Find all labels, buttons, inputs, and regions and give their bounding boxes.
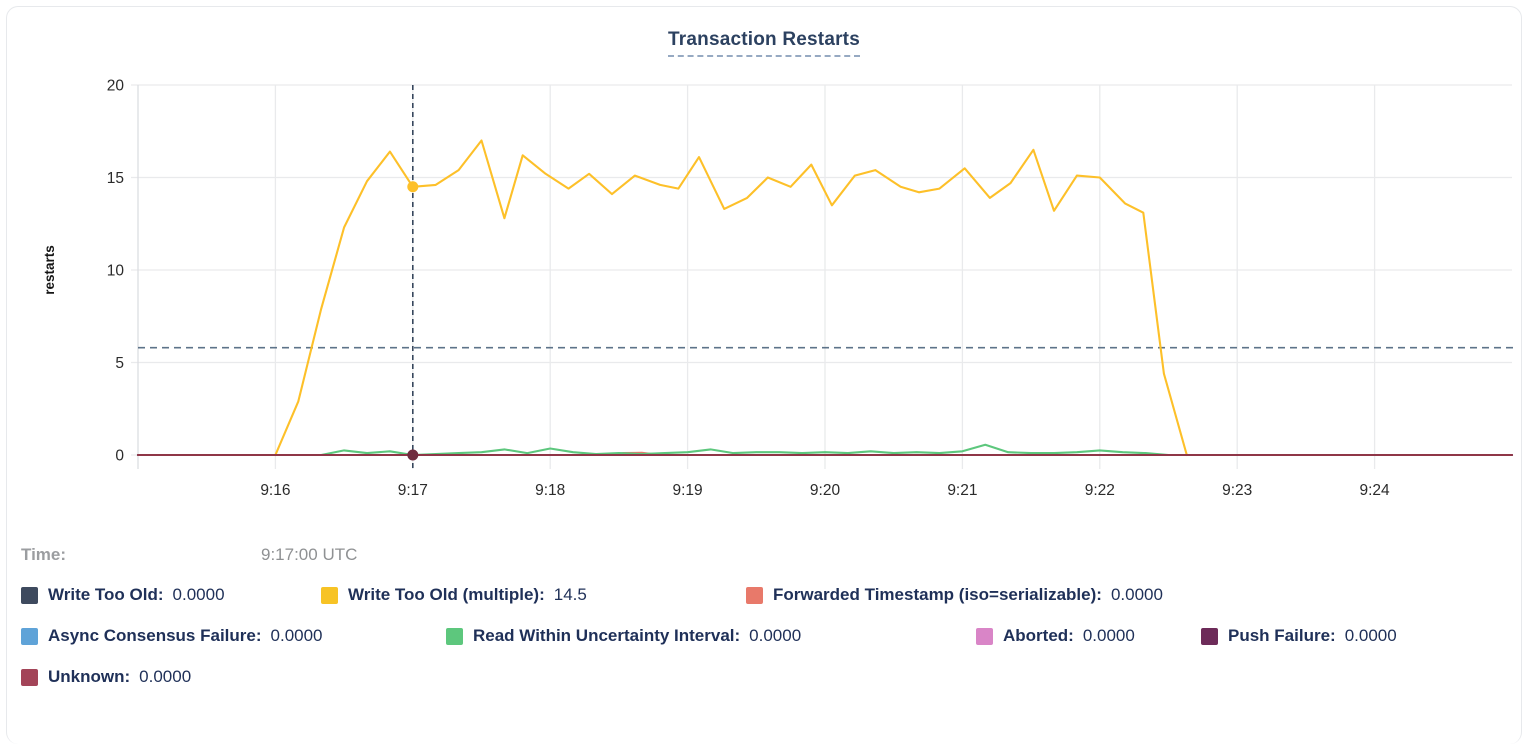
- legend-series-value: 0.0000: [1110, 585, 1163, 604]
- legend-row: Async Consensus Failure: 0.0000 Read Withi…: [21, 626, 1521, 646]
- legend-series-label: Forwarded Timestamp (iso=serializable):: [773, 585, 1102, 604]
- legend-series-value: 0.0000: [749, 626, 802, 645]
- legend-item: Write Too Old (multiple): 14.5: [321, 585, 746, 605]
- tooltip-time-row: Time: 9:17:00 UTC: [21, 545, 1521, 565]
- hover-tooltip-legend: Time: 9:17:00 UTC Write Too Old: 0.0000 Wr…: [7, 545, 1521, 687]
- legend-row: Unknown: 0.0000: [21, 667, 1521, 687]
- time-label: Time:: [21, 545, 67, 564]
- y-tick-label: 20: [107, 78, 125, 95]
- x-tick-label: 9:21: [947, 482, 977, 499]
- x-tick-label: 9:17: [398, 482, 428, 499]
- legend-item: Unknown: 0.0000: [21, 667, 191, 687]
- legend-row: Write Too Old: 0.0000 Write Too Old (multi…: [21, 585, 1521, 605]
- series-line: [136, 443, 1514, 457]
- series-legend: Write Too Old: 0.0000 Write Too Old (multi…: [21, 585, 1521, 687]
- x-tick-label: 9:22: [1085, 482, 1115, 499]
- x-tick-label: 9:18: [535, 482, 565, 499]
- legend-series-label: Write Too Old (multiple):: [348, 585, 545, 604]
- y-tick-label: 15: [107, 170, 124, 187]
- hover-point: [407, 181, 419, 193]
- legend-color-swatch: [1201, 627, 1218, 645]
- legend-series-value: 0.0000: [172, 585, 225, 604]
- transaction-restarts-chart[interactable]: 9:16 9:17 9:18 9:19 9:20 9:21 9:22 9:23 9:24 0 5 10…: [7, 67, 1522, 513]
- legend-item: Read Within Uncertainty Interval: 0.0000: [446, 626, 976, 646]
- legend-color-swatch: [321, 586, 338, 604]
- legend-series-value: 14.5: [553, 585, 587, 604]
- legend-item: Async Consensus Failure: 0.0000: [21, 626, 446, 646]
- y-axis-title: restarts: [42, 245, 57, 295]
- chart-area: 9:16 9:17 9:18 9:19 9:20 9:21 9:22 9:23 9:24 0 5 10…: [7, 67, 1522, 517]
- legend-series-label: Unknown:: [48, 667, 131, 686]
- x-tick-label: 9:16: [260, 482, 290, 499]
- legend-series-label: Aborted:: [1003, 626, 1074, 645]
- x-tick-label: 9:23: [1222, 482, 1252, 499]
- chart-header: Transaction Restarts: [7, 29, 1521, 63]
- legend-series-value: 0.0000: [1082, 626, 1135, 645]
- legend-color-swatch: [746, 586, 763, 604]
- legend-series-label: Read Within Uncertainty Interval:: [473, 626, 741, 645]
- time-value: 9:17:00 UTC: [261, 545, 358, 564]
- legend-series-label: Push Failure:: [1228, 626, 1336, 645]
- legend-item: Write Too Old: 0.0000: [21, 585, 321, 605]
- series-line: [274, 139, 1188, 457]
- legend-item: Forwarded Timestamp (iso=serializable): 0…: [746, 585, 1163, 605]
- hover-point: [407, 449, 419, 461]
- legend-series-value: 0.0000: [270, 626, 323, 645]
- y-tick-label: 10: [107, 263, 125, 280]
- legend-item: Aborted: 0.0000: [976, 626, 1201, 646]
- x-tick-label: 9:19: [673, 482, 703, 499]
- x-tick-label: 9:20: [810, 482, 841, 499]
- legend-series-value: 0.0000: [139, 667, 192, 686]
- legend-series-label: Write Too Old:: [48, 585, 164, 604]
- metrics-card: Transaction Restarts 9:16 9:17 9:18 9:19 9:2…: [6, 6, 1522, 744]
- legend-color-swatch: [21, 586, 38, 604]
- legend-color-swatch: [446, 627, 463, 645]
- y-tick-label: 0: [115, 448, 124, 465]
- chart-title[interactable]: Transaction Restarts: [668, 29, 860, 57]
- legend-color-swatch: [976, 627, 993, 645]
- y-tick-label: 5: [115, 355, 124, 372]
- legend-color-swatch: [21, 627, 38, 645]
- legend-item: Push Failure: 0.0000: [1201, 626, 1397, 646]
- legend-color-swatch: [21, 668, 38, 686]
- legend-series-label: Async Consensus Failure:: [48, 626, 262, 645]
- x-tick-label: 9:24: [1360, 482, 1391, 499]
- legend-series-value: 0.0000: [1344, 626, 1397, 645]
